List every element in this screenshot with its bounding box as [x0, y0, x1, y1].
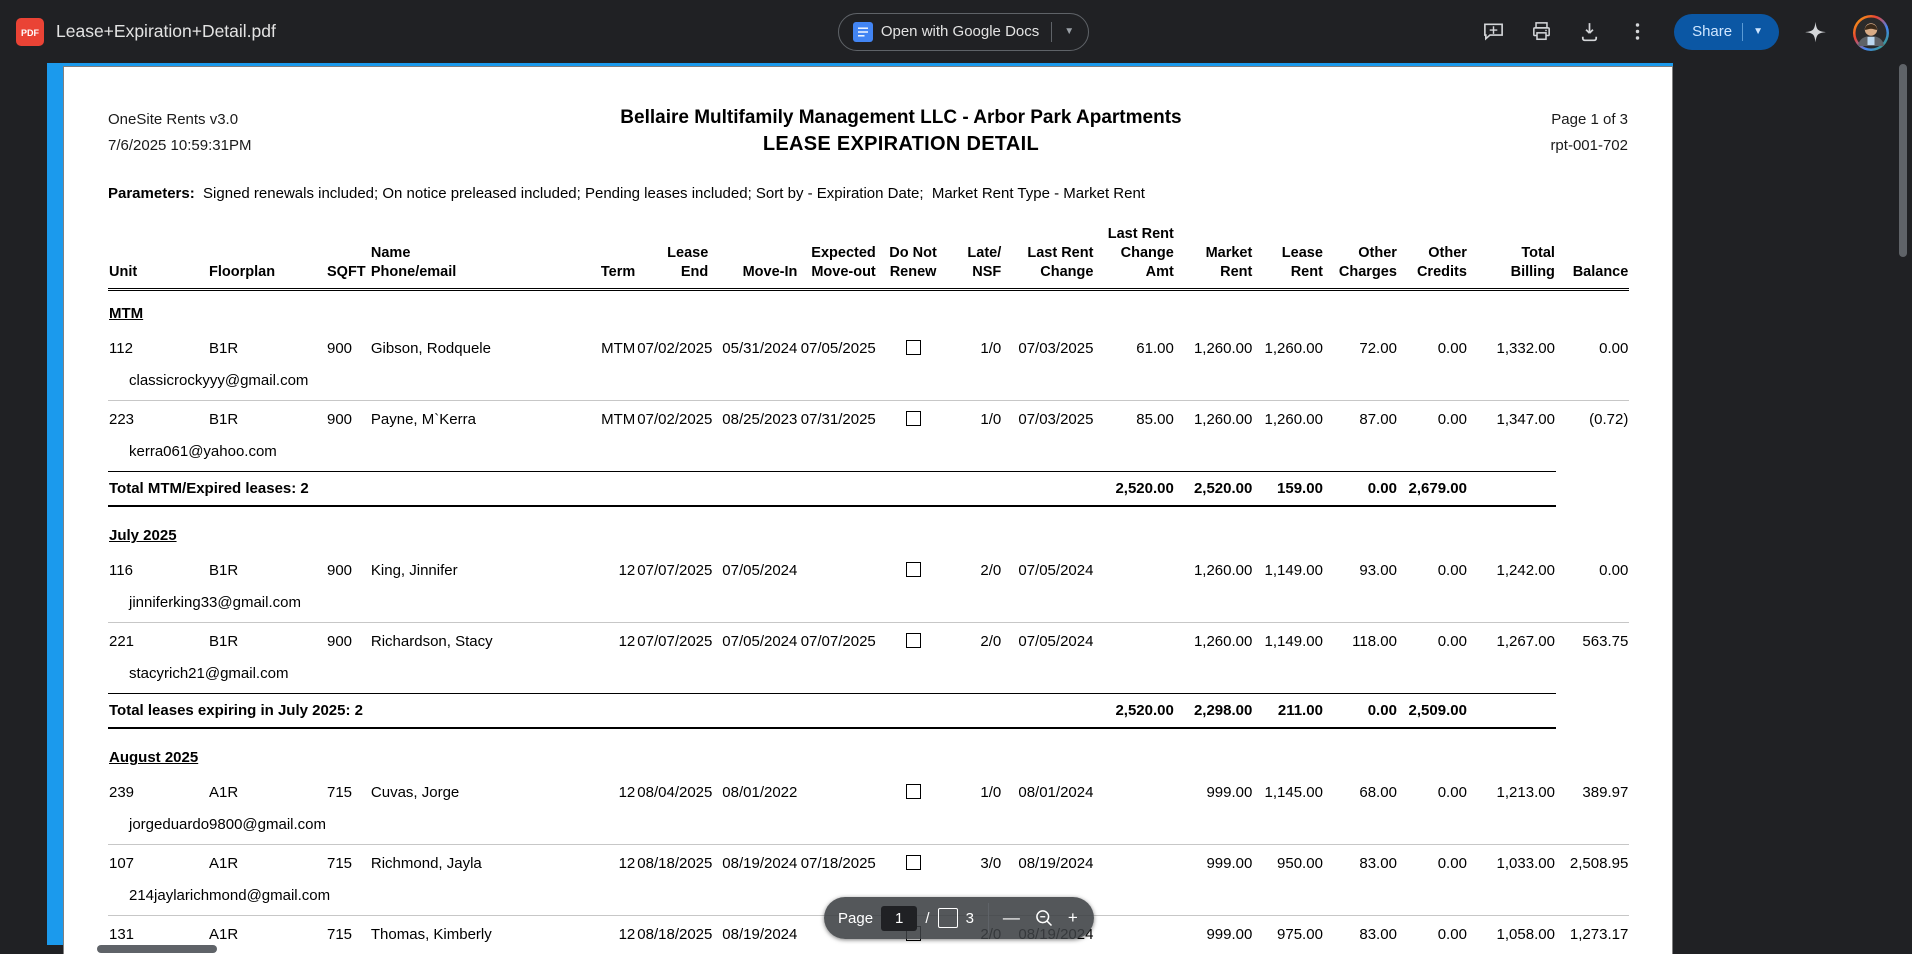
svg-text:PDF: PDF [21, 28, 40, 38]
